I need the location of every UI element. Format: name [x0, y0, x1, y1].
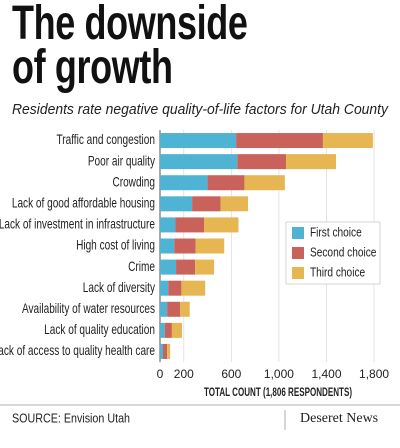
subtitle: Residents rate negative quality-of-life …: [12, 101, 389, 118]
bar-segment: [164, 322, 172, 338]
bars: [160, 133, 373, 359]
publisher: Deseret News: [300, 411, 378, 426]
legend-label: Third choice: [310, 265, 365, 279]
bar-segment: [237, 154, 287, 170]
x-tick-label: 0: [157, 367, 164, 381]
bar-segment: [160, 217, 176, 233]
bar-segment: [180, 301, 190, 317]
category-label: High cost of living: [76, 237, 155, 253]
bar-segment: [160, 322, 165, 338]
category-labels: Traffic and congestion Poor air quality Cr…: [0, 132, 156, 359]
bar-segment: [167, 343, 171, 359]
legend-swatch: [292, 247, 304, 259]
x-tick-label: 1,800: [359, 367, 389, 381]
bar-segment: [207, 175, 245, 191]
category-label: Crime: [128, 258, 155, 274]
bar-segment: [171, 322, 182, 338]
bar-segment: [160, 238, 175, 254]
bar-segment: [160, 196, 193, 212]
bar-segment: [236, 133, 323, 149]
bar-segment: [168, 280, 182, 296]
bar-segment: [286, 154, 336, 170]
bar-segment: [160, 280, 169, 296]
x-tick-label: 1,400: [311, 367, 341, 381]
category-label: Availability of water resources: [22, 300, 155, 316]
bar-segment: [174, 238, 196, 254]
bar-segment: [204, 217, 239, 233]
chart-title: The downside of growth: [12, 0, 248, 94]
bar-segment: [160, 154, 238, 170]
bar-segment: [160, 301, 168, 317]
category-label: Lack of good affordable housing: [12, 195, 155, 211]
bar-segment: [220, 196, 248, 212]
x-tick-label: 1,000: [264, 367, 294, 381]
x-tick-label: 200: [174, 367, 194, 381]
category-label: Traffic and congestion: [56, 132, 155, 148]
bar-segment: [160, 343, 163, 359]
bar-segment: [322, 133, 373, 149]
x-ticks: 0 200 600 1,000 1,400 1,800: [157, 367, 390, 381]
category-label: Lack of quality education: [44, 321, 155, 337]
bar-segment: [160, 175, 208, 191]
bar-segment: [192, 196, 221, 212]
bar-segment: [167, 301, 181, 317]
bar-segment: [160, 133, 237, 149]
legend-swatch: [292, 267, 304, 279]
category-label: Lack of diversity: [83, 279, 156, 295]
category-label: Crowding: [112, 174, 155, 190]
bar-segment: [195, 259, 215, 275]
x-axis-label: TOTAL COUNT (1,806 RESPONDENTS): [204, 385, 352, 399]
category-label: Lack of investment in infrastructure: [0, 216, 155, 232]
legend-swatch: [292, 227, 304, 239]
bar-segment: [176, 259, 196, 275]
bar-segment: [244, 175, 285, 191]
category-label: Poor air quality: [88, 153, 156, 169]
bar-segment: [160, 259, 177, 275]
legend: First choice Second choice Third choice: [285, 221, 381, 285]
x-tick-label: 600: [221, 367, 241, 381]
legend-label: First choice: [310, 225, 362, 239]
source: SOURCE: Envision Utah: [12, 410, 130, 425]
legend-label: Second choice: [310, 245, 376, 259]
bar-segment: [181, 280, 206, 296]
bar-segment: [162, 343, 168, 359]
bar-segment: [175, 217, 204, 233]
bar-segment: [195, 238, 225, 254]
category-label: Lack of access to quality health care: [0, 343, 155, 359]
